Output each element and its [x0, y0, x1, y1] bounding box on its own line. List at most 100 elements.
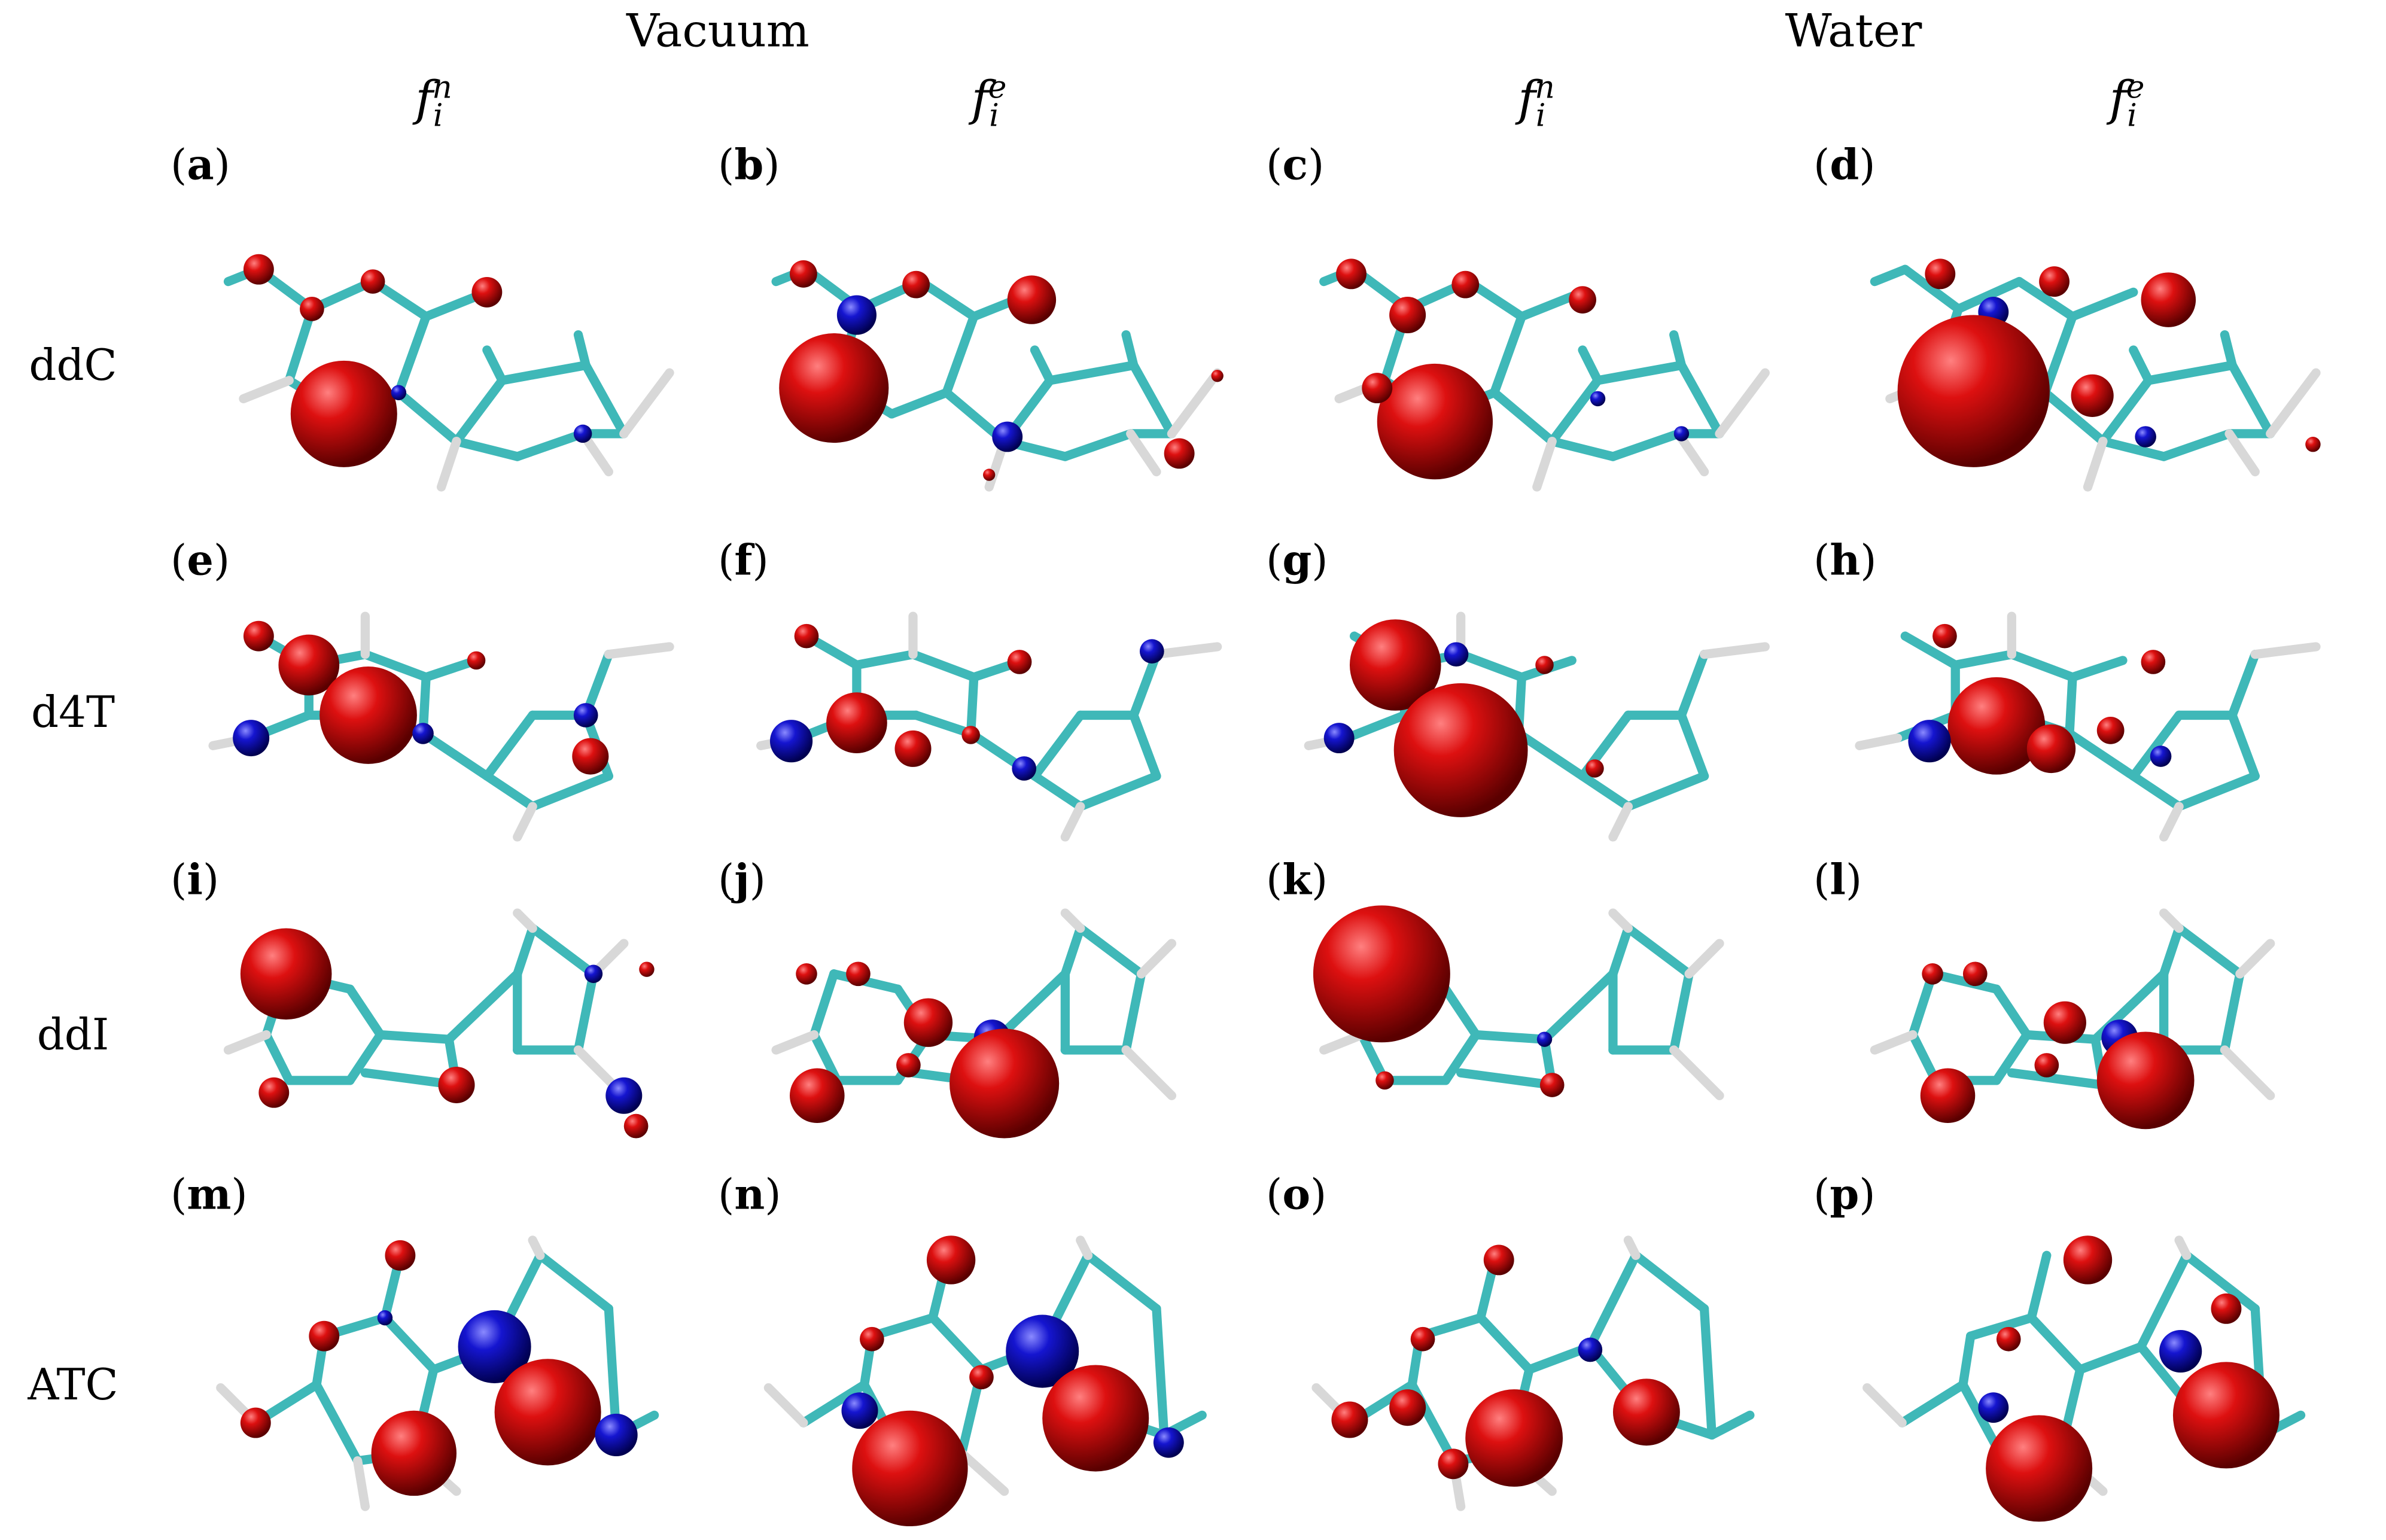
bond [2144, 360, 2237, 385]
bond [284, 304, 317, 385]
label-base: f [415, 71, 433, 127]
bond [2174, 1235, 2192, 1260]
bond [1441, 1030, 1481, 1085]
bond [604, 642, 674, 659]
fukui-sphere-red [1932, 623, 1957, 649]
bond [1121, 969, 1146, 1055]
fukui-sphere-red [794, 623, 819, 649]
fukui-sphere-blue [1536, 1031, 1553, 1047]
bond [1167, 368, 1222, 439]
panel-letter: h [1830, 535, 1861, 585]
panel-letter: g [1282, 535, 1312, 585]
fukui-sphere-red [2096, 716, 2125, 744]
bond [928, 1313, 987, 1374]
fukui-sphere-blue [1153, 1427, 1184, 1458]
bond [376, 1030, 454, 1044]
fukui-sphere-red [1922, 963, 1943, 985]
panel-label-i: i [171, 855, 219, 905]
fukui-sphere-red [1042, 1365, 1149, 1472]
bond [908, 650, 979, 682]
bond [2235, 939, 2275, 979]
panel-label-m: m [171, 1170, 248, 1219]
row-label-ddc: ddC [29, 340, 117, 390]
panel-letter: l [1830, 854, 1846, 905]
fukui-sphere-blue [1908, 720, 1951, 763]
bond [1060, 429, 1136, 461]
fukui-sphere-blue [769, 720, 813, 763]
bond [852, 650, 918, 670]
bond [1456, 1068, 1557, 1090]
fukui-sphere-red [846, 961, 871, 987]
panel-letter: k [1282, 854, 1311, 905]
fukui-sphere-red [278, 634, 340, 696]
fukui-sphere-blue [1578, 1337, 1603, 1362]
bond [513, 908, 537, 933]
fukui-sphere-red [2141, 650, 2166, 674]
fukui-sphere-red [1007, 275, 1057, 324]
fukui-sphere-red [623, 1113, 649, 1139]
bond [1950, 650, 2016, 670]
panel-label-f: f [718, 535, 769, 585]
bond [513, 429, 588, 461]
bond [1953, 276, 2024, 314]
fukui-sphere-red [438, 1066, 475, 1103]
fukui-sphere-red [1996, 1326, 2021, 1352]
fukui-sphere-red [258, 1077, 290, 1108]
panel-letter: n [734, 1169, 765, 1219]
fukui-sphere-red [300, 297, 324, 321]
bond [1608, 429, 1683, 461]
fukui-sphere-red [1349, 619, 1441, 711]
bond [2159, 923, 2184, 979]
fukui-sphere-red [1962, 961, 1988, 987]
fukui-sphere-red [360, 269, 385, 294]
bond [1129, 650, 1161, 720]
bond [2220, 969, 2245, 1055]
bond [2129, 710, 2184, 781]
bond [452, 437, 522, 461]
fukui-sphere-red [790, 1068, 845, 1124]
bond [1908, 1030, 1940, 1085]
header-vacuum: Vacuum [626, 4, 809, 57]
panel-label-c: c [1266, 140, 1324, 190]
bond [1532, 437, 1557, 492]
bond [992, 969, 1070, 1044]
fukui-sphere-red [1389, 1389, 1426, 1426]
bond [2220, 1045, 2275, 1100]
label-sub: i [1535, 98, 1546, 134]
bond [2065, 672, 2077, 738]
bond [452, 376, 507, 446]
bond [1578, 771, 1633, 811]
bond [528, 1235, 545, 1260]
bond [2266, 368, 2321, 439]
fukui-sphere-red [240, 928, 332, 1020]
bond [528, 771, 613, 811]
bond [418, 729, 492, 781]
fukui-sphere-red [2096, 1031, 2195, 1130]
fukui-sphere-red [572, 738, 609, 775]
bond [1489, 312, 1526, 397]
fukui-sphere-blue [595, 1413, 638, 1457]
label-base: f [971, 71, 990, 127]
bond [1684, 939, 1724, 979]
bond [353, 1456, 370, 1511]
bond [345, 984, 385, 1040]
panel-letter: i [187, 854, 203, 905]
fukui-sphere-red [926, 1235, 976, 1285]
bond [1060, 923, 1085, 979]
bond [1958, 1331, 1976, 1390]
bond [1900, 631, 1960, 670]
bond [1060, 908, 1085, 933]
fukui-sphere-red [1007, 650, 1032, 674]
fukui-sphere-red [494, 1359, 601, 1466]
bond [2068, 656, 2128, 682]
bond [535, 1250, 613, 1313]
bond [809, 969, 839, 1040]
bond [223, 1030, 271, 1055]
bond [394, 388, 461, 446]
bond [1136, 939, 1177, 979]
fukui-sphere-red [1438, 1448, 1469, 1480]
bond [1121, 330, 1139, 370]
fukui-sphere-red [1362, 373, 1393, 404]
panel-letter: o [1282, 1169, 1311, 1219]
